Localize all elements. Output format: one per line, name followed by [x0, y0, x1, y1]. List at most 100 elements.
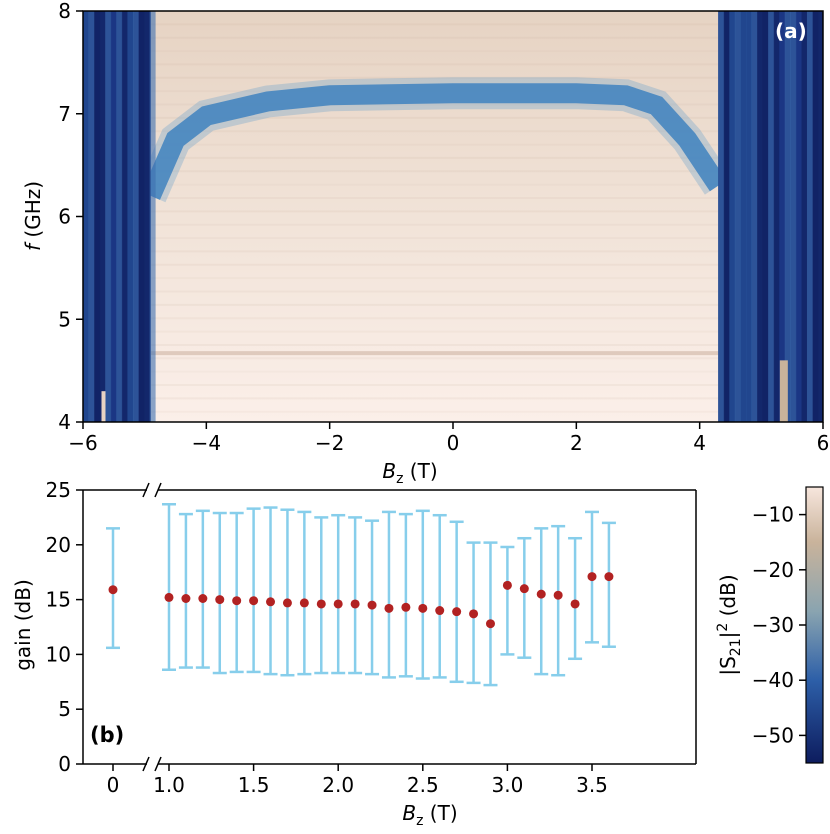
data-point [469, 609, 479, 619]
heatmap-dark-stripe [144, 11, 151, 422]
data-point [299, 598, 309, 608]
colorbar-tick-label: −30 [752, 613, 794, 637]
heatmap-dark-stripe [773, 11, 780, 422]
panel-b-break-mark [142, 756, 150, 772]
panel-b-errorbars [106, 502, 616, 687]
panel-a-xtick-label: 2 [570, 431, 583, 455]
data-point [266, 597, 276, 607]
heatmap-dark-stripe [83, 11, 89, 422]
panel-a-ytick-label: 5 [58, 307, 71, 331]
panel-a-xtick-label: −2 [315, 431, 344, 455]
panel-a: −6 −4 −2 0 2 4 6 4 5 6 7 8 (a) Bz (T) f (GHz) [21, 0, 829, 487]
panel-a-ytick-label: 7 [58, 102, 71, 126]
panel-b-xtick-label: 2.0 [322, 773, 354, 797]
data-point [164, 592, 174, 602]
heatmap-dark-stripe [718, 11, 725, 422]
data-point [519, 584, 529, 594]
panel-a-xtick-label: −6 [68, 431, 97, 455]
data-point [198, 594, 208, 604]
heatmap-dark-stripe [88, 11, 95, 422]
colorbar-ticks: −10 −20 −30 −40 −50 [752, 503, 806, 747]
panel-b-xtick-label: 1.0 [153, 773, 185, 797]
panel-b: 0 5 10 15 20 25 0 1.0 1.5 2.0 2.5 3.0 3.5 (b) Bz (T)… [11, 478, 697, 829]
panel-b-ylabel: gain (dB) [11, 579, 35, 671]
data-point [502, 580, 512, 590]
data-point [570, 599, 580, 609]
panel-b-frame [82, 482, 697, 772]
panel-b-break-mark [154, 756, 162, 772]
heatmap-dark-stripe [723, 11, 730, 422]
heatmap-dark-stripe [762, 11, 769, 422]
heatmap [83, 11, 823, 422]
data-point [418, 603, 428, 613]
colorbar-gradient [805, 486, 824, 764]
data-point [367, 600, 377, 610]
colorbar-tick-label: −20 [752, 558, 794, 582]
heatmap-dark-stripes [83, 11, 823, 422]
panel-a-ylabel: f (GHz) [21, 181, 45, 251]
data-point [181, 594, 191, 604]
heatmap-dark-stripe [149, 11, 156, 422]
heatmap-dark-stripe [795, 11, 802, 422]
heatmap-dark-stripe [734, 11, 741, 422]
panel-a-xtick-label: 4 [693, 431, 706, 455]
heatmap-dark-stripe [127, 11, 134, 422]
panel-b-label: (b) [90, 723, 124, 747]
panel-b-axes: 0 5 10 15 20 25 0 1.0 1.5 2.0 2.5 3.0 3.5 [46, 478, 608, 797]
data-point [108, 585, 118, 595]
heatmap-dark-stripe [779, 11, 786, 422]
heatmap-dark-stripe [745, 11, 752, 422]
heatmap-dark-stripe [806, 11, 813, 422]
data-point [452, 607, 462, 617]
data-point [282, 598, 292, 608]
panel-b-ytick-label: 10 [46, 642, 71, 666]
heatmap-background [83, 11, 823, 422]
panel-b-ytick-label: 25 [46, 478, 71, 502]
data-point [604, 572, 614, 582]
panel-a-ytick-label: 4 [58, 410, 71, 434]
data-point [215, 595, 225, 605]
heatmap-dark-stripe [790, 11, 797, 422]
heatmap-dark-stripe [740, 11, 747, 422]
heatmap-dark-stripe [818, 11, 823, 422]
panel-a-axes: −6 −4 −2 0 2 4 6 4 5 6 7 8 [58, 0, 829, 455]
colorbar-tick-label: −40 [752, 668, 794, 692]
panel-a-xlabel: Bz (T) [382, 459, 437, 487]
heatmap-dark-stripe [132, 11, 139, 422]
data-point [384, 603, 394, 613]
panel-b-ytick-label: 5 [58, 697, 71, 721]
heatmap-dark-stripe [116, 11, 123, 422]
heatmap-dark-stripe [812, 11, 819, 422]
panel-a-xtick-label: 6 [817, 431, 830, 455]
panel-b-xtick-label: 0 [107, 773, 120, 797]
panel-b-xtick-label: 3.5 [576, 773, 608, 797]
data-point [333, 599, 343, 609]
heatmap-bright-spot [101, 391, 106, 422]
heatmap-dark-stripe [138, 11, 145, 422]
panel-b-break-mark [154, 482, 162, 498]
data-point [485, 619, 495, 629]
data-point [316, 599, 326, 609]
heatmap-dark-stripe [757, 11, 764, 422]
data-point [587, 572, 597, 582]
data-point [536, 589, 546, 599]
heatmap-bright-spot [779, 360, 788, 422]
colorbar: −10 −20 −30 −40 −50 |S21|2 (dB) [715, 486, 824, 764]
heatmap-dark-stripe [99, 11, 106, 422]
heatmap-dark-stripe [121, 11, 128, 422]
panel-a-ytick-label: 8 [58, 0, 71, 23]
panel-a-xtick-label: 0 [447, 431, 460, 455]
panel-b-points [108, 572, 614, 629]
panel-b-xlabel: Bz (T) [402, 801, 457, 829]
heatmap-dark-stripe [94, 11, 101, 422]
panel-a-label: (a) [775, 19, 807, 43]
panel-b-ytick-label: 20 [46, 533, 71, 557]
heatmap-dark-stripe [768, 11, 775, 422]
heatmap-dark-stripe [784, 11, 791, 422]
panel-b-ytick-label: 0 [58, 752, 71, 776]
heatmap-dark-stripe [801, 11, 808, 422]
data-point [401, 602, 411, 612]
panel-a-xtick-label: −4 [192, 431, 221, 455]
panel-b-ytick-label: 15 [46, 588, 71, 612]
colorbar-label: |S21|2 (dB) [715, 574, 744, 675]
